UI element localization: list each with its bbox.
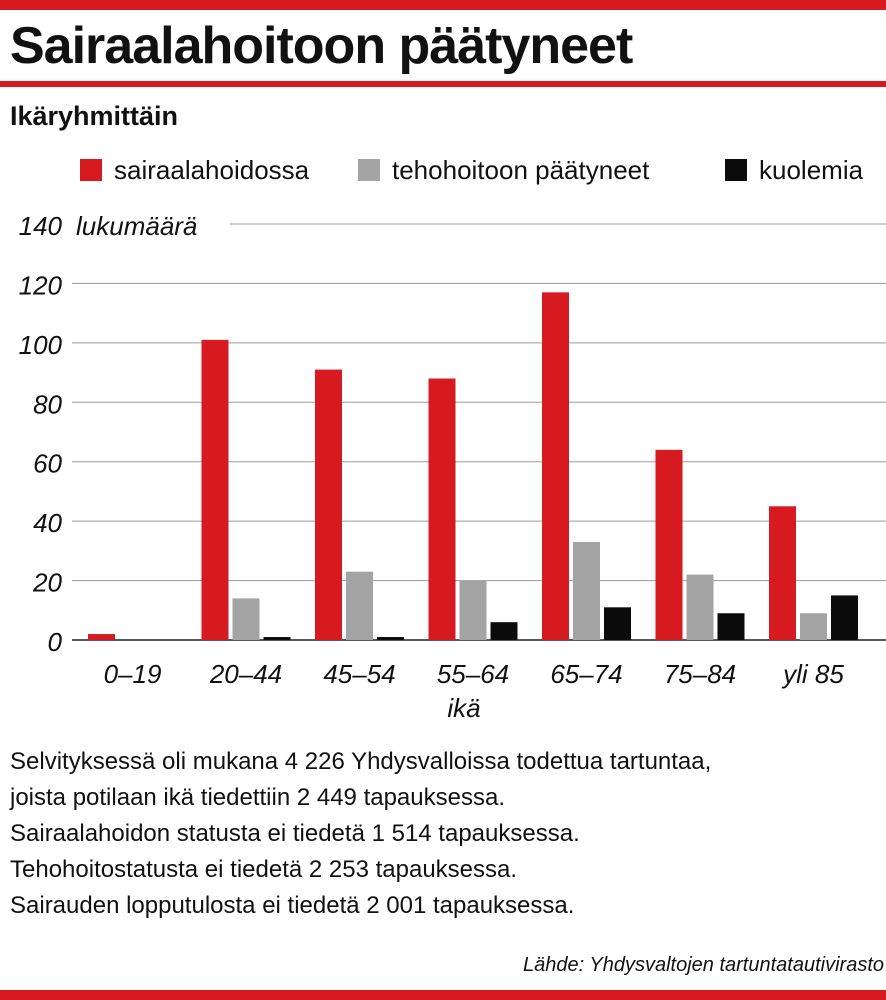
bar-hospital [655, 449, 683, 640]
x-tick-label: 55–64 [437, 659, 509, 689]
y-tick-label: 60 [33, 449, 62, 479]
bar-deaths [604, 607, 631, 640]
chart-subtitle: Ikäryhmittäin [10, 101, 179, 131]
bar-icu [800, 613, 827, 640]
bar-icu [459, 580, 487, 640]
bar-deaths [263, 637, 291, 640]
y-tick-labels: 0 20 40 60 80 100 120 140 [19, 211, 63, 657]
bar-chart: 0 20 40 60 80 100 120 140 lukumäärä 0–19 20–44 45… [19, 211, 886, 723]
legend-item-deaths: kuolemia [725, 150, 863, 190]
legend-item-icu: tehohoitoon päätyneet [358, 150, 649, 190]
top-red-rule [0, 0, 886, 10]
legend-item-hospital: sairaalahoidossa [80, 150, 309, 190]
note-line: Sairaalahoidon statusta ei tiedetä 1 514… [10, 820, 580, 847]
y-tick-label: 0 [48, 627, 63, 657]
x-tick-label: 0–19 [104, 659, 162, 689]
x-tick-label: 65–74 [550, 659, 622, 689]
note-line: Sairauden lopputulosta ei tiedetä 2 001 … [10, 892, 575, 919]
bar-icu [346, 571, 373, 640]
x-tick-label: 75–84 [664, 659, 736, 689]
bars [88, 292, 858, 640]
bottom-red-rule [0, 990, 886, 1000]
title-red-rule [0, 81, 886, 87]
y-tick-label: 80 [33, 389, 62, 419]
legend: sairaalahoidossa tehohoitoon päätyneet k… [80, 150, 886, 190]
bar-hospital [88, 634, 115, 640]
legend-label-deaths: kuolemia [759, 155, 864, 185]
y-tick-label: 120 [19, 270, 63, 300]
legend-swatch-deaths [725, 159, 747, 181]
bar-icu [686, 574, 714, 640]
x-axis-label: ikä [447, 693, 480, 723]
y-tick-label: 140 [19, 211, 63, 241]
y-tick-label: 40 [33, 508, 62, 538]
bar-deaths [490, 622, 518, 640]
source-credit: Lähde: Yhdysvaltojen tartuntatautivirast… [523, 954, 884, 976]
x-tick-label: yli 85 [781, 659, 844, 689]
bar-hospital [542, 292, 569, 640]
note-line: Tehohoitostatusta ei tiedetä 2 253 tapau… [10, 856, 518, 883]
bar-hospital [769, 506, 796, 640]
x-tick-labels: 0–19 20–44 45–54 55–64 65–74 75–84 yli 85 [104, 659, 845, 689]
x-tick-label: 45–54 [323, 659, 395, 689]
bar-icu [232, 598, 260, 640]
y-axis-label: lukumäärä [76, 211, 197, 241]
bar-deaths [717, 613, 745, 640]
x-tick-label: 20–44 [209, 659, 282, 689]
grid-lines [72, 223, 886, 641]
bar-hospital [201, 339, 229, 640]
bar-hospital [428, 378, 456, 640]
y-tick-label: 20 [32, 568, 62, 598]
note-line: joista potilaan ikä tiedettiin 2 449 tap… [10, 784, 505, 811]
legend-label-hospital: sairaalahoidossa [114, 155, 310, 185]
bar-deaths [377, 637, 404, 640]
bar-icu [573, 541, 600, 640]
chart-title: Sairaalahoitoon päätyneet [10, 17, 633, 75]
notes: Selvityksessä oli mukana 4 226 Yhdysvall… [10, 744, 886, 924]
bar-deaths [831, 595, 858, 640]
y-tick-label: 100 [19, 330, 63, 360]
note-line: Selvityksessä oli mukana 4 226 Yhdysvall… [10, 748, 712, 775]
legend-label-icu: tehohoitoon päätyneet [392, 155, 650, 185]
bar-hospital [315, 369, 342, 640]
legend-swatch-icu [358, 159, 380, 181]
legend-swatch-hospital [80, 159, 102, 181]
